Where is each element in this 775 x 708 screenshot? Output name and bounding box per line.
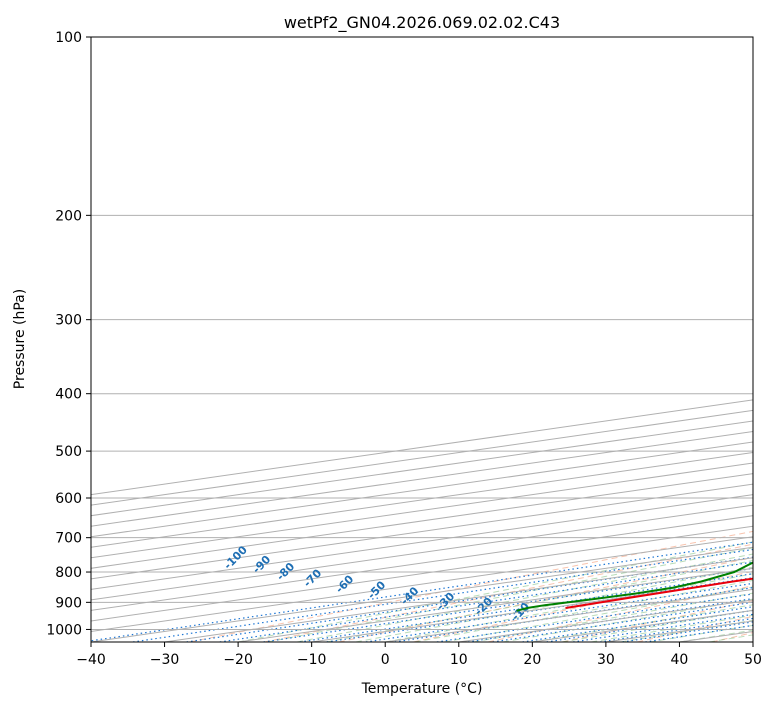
isotherm: [91, 462, 753, 559]
dewpoint-profile: [516, 561, 753, 612]
isotherm-label: -10: [509, 600, 532, 623]
isotherm: [91, 452, 753, 548]
mixing-ratio-line: [299, 573, 753, 642]
y-tick-label: 300: [55, 313, 82, 329]
x-tick-label: 0: [381, 652, 390, 668]
x-tick-label: 40: [671, 652, 689, 668]
dry-adiabat: [413, 570, 753, 642]
y-tick-label: 100: [55, 30, 82, 46]
isotherm: [91, 420, 753, 517]
x-tick-label: −20: [223, 652, 253, 668]
dry-adiabat: [264, 543, 753, 642]
moist-adiabat: [326, 559, 753, 642]
y-axis-label: Pressure (hPa): [12, 289, 28, 389]
plot-frame: [90, 36, 754, 643]
isotherm-label: -70: [301, 566, 324, 589]
isotherm: [91, 399, 753, 496]
chart-title: wetPf2_GN04.2026.069.02.02.C43: [284, 13, 560, 33]
moist-adiabat: [267, 547, 753, 642]
isotherm: [91, 494, 753, 590]
mixing-ratio-line: [365, 582, 753, 642]
dry-adiabat: [637, 615, 753, 642]
moist-adiabat: [238, 541, 753, 642]
x-tick-label: −10: [297, 652, 327, 668]
isotherm: [91, 504, 753, 601]
mixing-ratio-line: [622, 621, 753, 642]
isotherm: [91, 430, 753, 527]
isotherm: [605, 620, 753, 642]
isotherm-label: -60: [333, 572, 356, 595]
mixing-ratio-line: [132, 548, 753, 642]
isotherm: [164, 557, 753, 642]
x-tick-label: −40: [76, 652, 106, 668]
isotherm: [91, 409, 753, 506]
y-tick-label: 500: [55, 444, 82, 460]
isotherm: [91, 525, 753, 622]
dry-adiabat: [189, 530, 753, 642]
mixing-ratio-line: [219, 561, 753, 642]
mixing-ratio-line: [263, 567, 753, 642]
isotherm-label: -20: [472, 595, 495, 618]
isotherm-label: -90: [250, 553, 273, 576]
moist-adiabat: [473, 592, 753, 642]
isotherm-label: -50: [365, 578, 388, 601]
moist-adiabat: [620, 619, 753, 642]
y-tick-label: 800: [55, 565, 82, 581]
x-tick-label: −30: [150, 652, 180, 668]
x-tick-label: 10: [450, 652, 468, 668]
isotherm: [91, 483, 753, 580]
y-tick-label: 400: [55, 387, 82, 403]
moist-adiabat: [355, 566, 753, 642]
y-tick-label: 200: [55, 208, 82, 224]
dry-adiabat: [487, 585, 753, 642]
plot-area: 010203040-100-90-80-70-60-50-40-30-20-10…: [91, 37, 753, 642]
isotherm-label: -100: [221, 543, 250, 572]
temperature-profile: [565, 577, 753, 609]
isotherm: [91, 473, 753, 569]
y-tick-label: 600: [55, 491, 82, 507]
isotherm: [91, 536, 753, 632]
x-axis-label: Temperature (°C): [361, 681, 483, 697]
moist-adiabat: [649, 624, 753, 642]
isotherm-label: -40: [398, 584, 421, 607]
moist-adiabat: [296, 553, 753, 642]
y-tick-label: 1000: [46, 622, 82, 638]
dry-adiabat: [338, 557, 753, 642]
isotherm-label: -80: [274, 560, 297, 583]
y-tick-label: 900: [55, 595, 82, 611]
isotherm: [91, 441, 753, 538]
x-tick-label: 30: [597, 652, 615, 668]
y-tick-label: 700: [55, 531, 82, 547]
x-tick-label: 50: [744, 652, 762, 668]
isotherm: [311, 578, 753, 642]
moist-adiabat: [414, 579, 753, 642]
isotherm: [91, 515, 753, 611]
moist-adiabat: [591, 614, 753, 642]
isotherm: [752, 641, 753, 642]
x-tick-label: 20: [523, 652, 541, 668]
